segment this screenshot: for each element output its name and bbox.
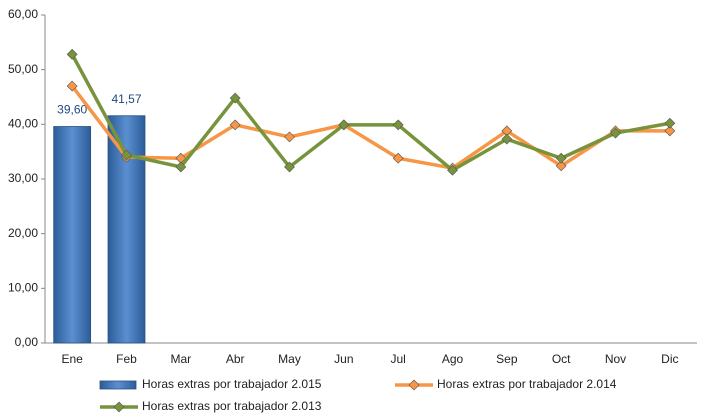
marker [664, 117, 676, 129]
value-label: 39,60 [57, 103, 87, 117]
marker [229, 92, 241, 104]
legend-label: Horas extras por trabajador 2.014 [437, 377, 617, 391]
marker [610, 127, 621, 139]
y-tick-label: 20,00 [8, 226, 38, 240]
marker [284, 161, 295, 173]
x-tick-label: Ago [442, 352, 464, 366]
x-tick-label: Feb [116, 352, 137, 366]
x-tick-label: Oct [552, 352, 571, 366]
x-tick-label: Ene [61, 352, 83, 366]
legend-marker [113, 401, 125, 413]
x-tick-label: Sep [496, 352, 518, 366]
x-tick-label: Jun [334, 352, 353, 366]
legend-marker [408, 379, 420, 391]
marker [392, 152, 404, 164]
marker [664, 125, 676, 137]
value-label: 41,57 [111, 92, 141, 106]
marker [66, 48, 78, 60]
x-tick-label: Jul [390, 352, 405, 366]
marker [555, 152, 567, 164]
marker [175, 161, 187, 173]
x-tick-label: Dic [661, 352, 678, 366]
x-tick-label: Nov [605, 352, 626, 366]
marker [284, 131, 295, 143]
y-tick-label: 50,00 [8, 62, 38, 76]
x-tick-label: May [278, 352, 301, 366]
marker [66, 80, 78, 92]
y-tick-label: 10,00 [8, 281, 38, 295]
legend-label: Horas extras por trabajador 2.015 [142, 377, 322, 391]
line [70, 85, 670, 170]
marker [121, 149, 132, 161]
marker [229, 119, 241, 131]
line [70, 53, 671, 173]
marker [555, 160, 567, 172]
y-tick-label: 60,00 [8, 7, 38, 21]
marker [392, 119, 404, 131]
marker [338, 119, 350, 131]
legend-swatch [99, 380, 137, 390]
marker [447, 164, 458, 176]
y-tick-label: 0,00 [15, 335, 39, 349]
y-tick-label: 30,00 [8, 171, 38, 185]
x-tick-label: Mar [170, 352, 191, 366]
bar [53, 126, 92, 344]
x-tick-label: Abr [226, 352, 245, 366]
legend-label: Horas extras por trabajador 2.013 [142, 399, 322, 413]
y-tick-label: 40,00 [8, 117, 38, 131]
marker [501, 133, 513, 145]
